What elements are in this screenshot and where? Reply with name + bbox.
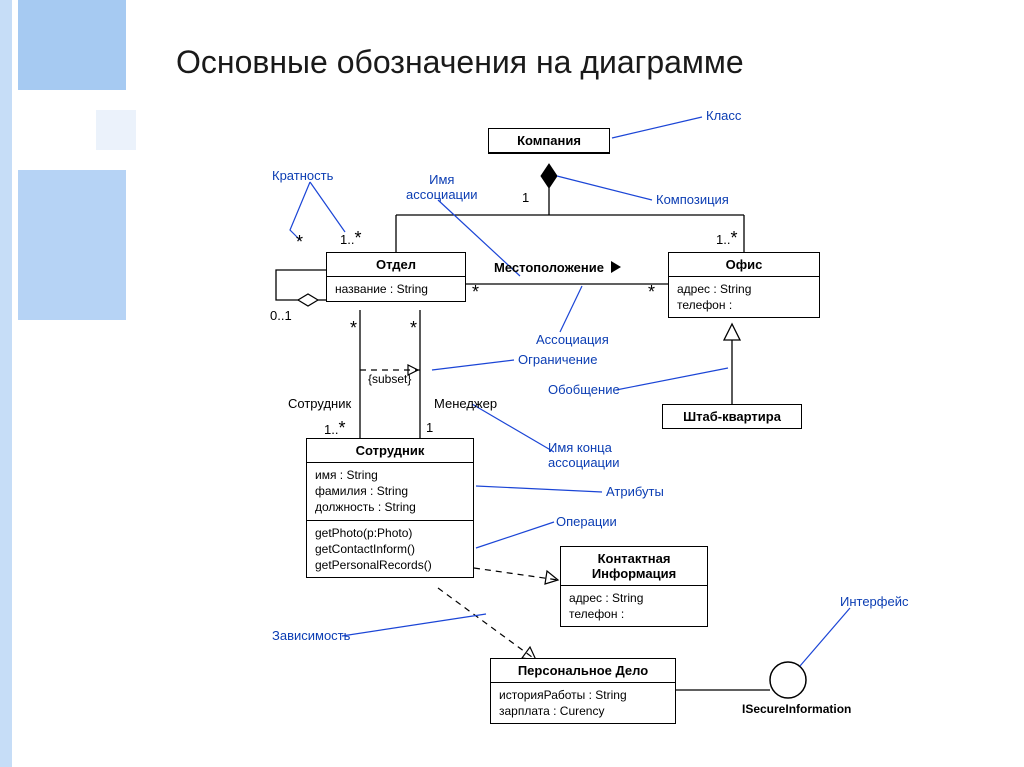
dossier-attr0: историяРаботы : String <box>499 687 667 703</box>
deco-band-mid <box>18 170 126 320</box>
class-employee-ops: getPhoto(p:Photo) getContactInform() get… <box>307 521 473 578</box>
callout-multiplicity: Кратность <box>272 168 333 183</box>
callout-assoc-name: Имя ассоциации <box>406 172 478 202</box>
callout-composition: Композиция <box>656 192 729 207</box>
dossier-attr1: зарплата : Curency <box>499 703 667 719</box>
class-department-name: Отдел <box>327 253 465 277</box>
emp-attr1: фамилия : String <box>315 483 465 499</box>
assoc-label-text: Местоположение <box>494 260 604 275</box>
callout-interface: Интерфейс <box>840 594 908 609</box>
class-department: Отдел название : String <box>326 252 466 302</box>
emp-op2: getPersonalRecords() <box>315 557 465 573</box>
class-office-attrs: адрес : String телефон : <box>669 277 819 317</box>
contact-attr0: адрес : String <box>569 590 699 606</box>
class-employee: Сотрудник имя : String фамилия : String … <box>306 438 474 578</box>
mult-emp-r: 1 <box>426 420 433 435</box>
class-hq-name: Штаб-квартира <box>663 405 801 428</box>
class-office-attr0: адрес : String <box>677 281 811 297</box>
callout-attributes: Атрибуты <box>606 484 664 499</box>
mult-emp-l: 1..* <box>324 418 345 439</box>
class-contact-attrs: адрес : String телефон : <box>561 586 707 626</box>
triangle-right-icon <box>611 261 621 273</box>
constraint-subset: {subset} <box>368 372 411 386</box>
callout-dependency: Зависимость <box>272 628 350 643</box>
emp-op1: getContactInform() <box>315 541 465 557</box>
assoc-location-label: Местоположение <box>494 260 621 275</box>
mult-comp-top: 1 <box>522 190 529 205</box>
callout-generalization: Обобщение <box>548 382 620 397</box>
contact-attr1: телефон : <box>569 606 699 622</box>
class-dossier-attrs: историяРаботы : String зарплата : Curenc… <box>491 683 675 723</box>
mult-dept-office-r: * <box>648 282 655 303</box>
class-company: Компания <box>488 128 610 154</box>
role-manager: Менеджер <box>434 396 497 411</box>
class-office-attr1: телефон : <box>677 297 811 313</box>
class-contact-name: Контактная Информация <box>561 547 707 586</box>
callout-operations: Операции <box>556 514 617 529</box>
emp-op0: getPhoto(p:Photo) <box>315 525 465 541</box>
class-hq: Штаб-квартира <box>662 404 802 429</box>
diagram-lines <box>0 0 1024 767</box>
mult-agg-bottom: 0..1 <box>270 308 292 323</box>
class-dossier: Персональное Дело историяРаботы : String… <box>490 658 676 724</box>
class-employee-attrs: имя : String фамилия : String должность … <box>307 463 473 521</box>
callout-association: Ассоциация <box>536 332 609 347</box>
class-office: Офис адрес : String телефон : <box>668 252 820 318</box>
interface-name: ISecureInformation <box>742 702 851 716</box>
role-employee: Сотрудник <box>288 396 351 411</box>
emp-attr2: должность : String <box>315 499 465 515</box>
mult-agg-top: * <box>296 232 303 253</box>
mult-comp-office: 1..* <box>716 228 737 249</box>
mult-comp-dept: 1..* <box>340 228 361 249</box>
class-company-name: Компания <box>489 129 609 153</box>
class-department-attr0: название : String <box>327 277 465 301</box>
mult-dept-office-l: * <box>472 282 479 303</box>
class-dossier-name: Персональное Дело <box>491 659 675 683</box>
class-office-name: Офис <box>669 253 819 277</box>
callout-constraint: Ограничение <box>518 352 597 367</box>
mult-sub-l: * <box>350 318 357 339</box>
emp-attr0: имя : String <box>315 467 465 483</box>
deco-band-top <box>18 0 126 90</box>
deco-notch <box>96 110 136 150</box>
class-employee-name: Сотрудник <box>307 439 473 463</box>
callout-end-name: Имя конца ассоциации <box>548 440 620 470</box>
page-title: Основные обозначения на диаграмме <box>176 44 744 81</box>
class-contact: Контактная Информация адрес : String тел… <box>560 546 708 627</box>
deco-band-outer <box>0 0 12 767</box>
callout-class: Класс <box>706 108 741 123</box>
mult-sub-r: * <box>410 318 417 339</box>
